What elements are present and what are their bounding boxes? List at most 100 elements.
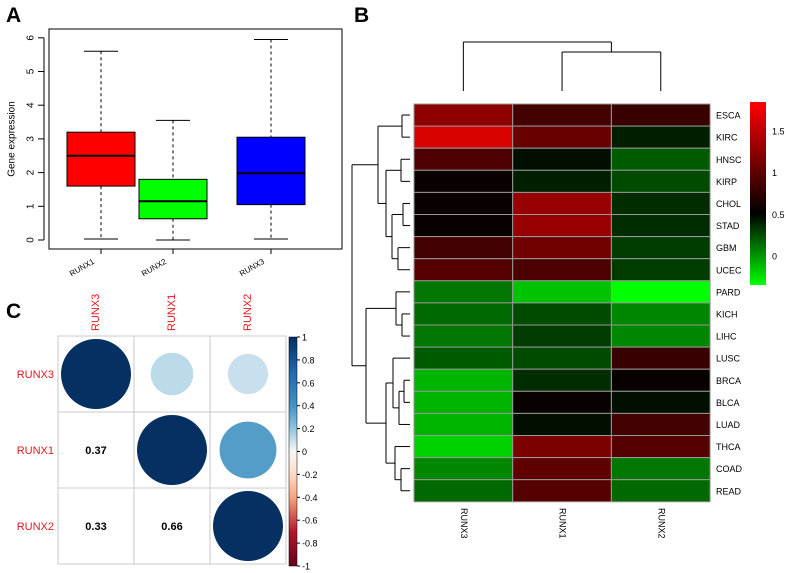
col-label-runx3: RUNX3 (459, 508, 469, 539)
row-label-gbm: GBM (716, 243, 737, 253)
row-label-stad: STAD (716, 221, 740, 231)
cell-kirc-runx1 (512, 125, 612, 149)
corr-colorbar-tick-label: 0 (302, 447, 307, 457)
cell-esca-runx1 (512, 103, 612, 127)
cell-thca-runx2 (610, 435, 711, 459)
panel-a-letter: A (6, 4, 21, 27)
cell-gbm-runx3 (413, 236, 514, 260)
y-axis-label: Gene expression (7, 101, 18, 177)
row-label-coad: COAD (716, 464, 743, 474)
cell-lihc-runx3 (413, 324, 514, 348)
cell-ucec-runx2 (610, 258, 711, 282)
cell-brca-runx3 (413, 368, 514, 392)
corr-cell-runx1-runx3 (57, 411, 135, 489)
row-var-label-runx2: RUNX2 (17, 521, 54, 533)
row-var-label-runx3: RUNX3 (17, 369, 54, 381)
cell-hnsc-runx2 (610, 147, 711, 171)
x-tick-label-runx2: RUNX2 (140, 257, 168, 279)
cell-coad-runx1 (512, 457, 612, 481)
corr-colorbar-tick-label: 0.8 (302, 355, 315, 365)
cell-stad-runx3 (413, 214, 514, 238)
cell-luad-runx3 (413, 412, 514, 436)
row-label-read: READ (716, 486, 742, 496)
cell-blca-runx2 (610, 390, 711, 414)
corr-colorbar-tick-label: -0.8 (302, 539, 318, 549)
corr-circle-runx1-runx1 (137, 415, 207, 485)
cell-stad-runx1 (512, 214, 612, 238)
cell-kirp-runx3 (413, 169, 514, 193)
col-var-label-runx3: RUNX3 (90, 294, 102, 331)
corr-circle-runx1-runx2 (219, 421, 277, 479)
cell-pard-runx2 (610, 280, 711, 304)
panel-c-correlogram: 0.37 0.33 0.66 RUNX3 RUNX3 RUNX1 RUNX1 RUNX2 RUN… (17, 294, 318, 572)
cell-kirp-runx2 (610, 169, 711, 193)
cell-esca-runx2 (610, 103, 711, 127)
row-label-luad: LUAD (716, 420, 741, 430)
cell-pard-runx1 (512, 280, 612, 304)
cell-gbm-runx1 (512, 236, 612, 260)
cell-read-runx2 (610, 479, 711, 503)
x-tick-label-runx3: RUNX3 (238, 257, 266, 279)
heatmap-colorbar (750, 102, 766, 285)
panel-c-letter: C (6, 300, 21, 323)
corr-cell-runx2-runx3 (57, 487, 135, 565)
cell-kich-runx2 (610, 302, 711, 326)
row-label-pard: PARD (716, 287, 741, 297)
cell-luad-runx1 (512, 412, 612, 436)
corr-colorbar-tick-label: 0.2 (302, 424, 315, 434)
y-tick-label: 1 (26, 203, 37, 209)
cell-thca-runx1 (512, 435, 612, 459)
corr-value-runx2-runx1: 0.66 (161, 521, 182, 533)
y-tick-label: 2 (26, 169, 37, 175)
y-tick-label: 5 (26, 68, 37, 74)
col-var-label-runx2: RUNX2 (242, 294, 254, 331)
cell-brca-runx2 (610, 368, 711, 392)
col-label-runx2: RUNX2 (656, 508, 666, 539)
corr-circle-runx3-runx3 (61, 339, 131, 409)
cell-luad-runx2 (610, 412, 711, 436)
heatmap-colorbar-tick: 1.5 (772, 127, 785, 137)
corr-colorbar-tick-label: -0.2 (302, 470, 318, 480)
corr-colorbar-tick-label: 1 (302, 333, 307, 343)
corr-cell-runx2-runx1 (133, 487, 211, 565)
row-label-lihc: LIHC (716, 332, 737, 342)
cell-hnsc-runx1 (512, 147, 612, 171)
row-label-kich: KICH (716, 309, 738, 319)
cell-read-runx1 (512, 479, 612, 503)
cell-lusc-runx2 (610, 346, 711, 370)
row-label-brca: BRCA (716, 376, 741, 386)
cell-chol-runx2 (610, 191, 711, 215)
corr-circle-runx3-runx1 (150, 352, 194, 396)
y-tick-label: 0 (26, 237, 37, 243)
cell-ucec-runx1 (512, 258, 612, 282)
cell-coad-runx2 (610, 457, 711, 481)
cell-thca-runx3 (413, 435, 514, 459)
corr-colorbar-tick-label: -0.4 (302, 493, 318, 503)
cell-chol-runx3 (413, 191, 514, 215)
cell-esca-runx3 (413, 103, 514, 127)
cell-chol-runx1 (512, 191, 612, 215)
row-var-label-runx1: RUNX1 (17, 445, 54, 457)
cell-kich-runx1 (512, 302, 612, 326)
corr-colorbar-tick-label: 0.4 (302, 401, 315, 411)
cell-kich-runx3 (413, 302, 514, 326)
cell-hnsc-runx3 (413, 147, 514, 171)
row-label-kirp: KIRP (716, 177, 737, 187)
plot-frame (48, 28, 343, 250)
col-label-runx1: RUNX1 (558, 508, 568, 539)
corr-colorbar-tick-label: 0.6 (302, 378, 315, 388)
cell-brca-runx1 (512, 368, 612, 392)
col-var-label-runx1: RUNX1 (166, 294, 178, 331)
corr-circle-runx3-runx2 (227, 353, 269, 395)
cell-lusc-runx1 (512, 346, 612, 370)
row-label-esca: ESCA (716, 111, 741, 121)
box-runx2 (138, 178, 208, 220)
cell-lusc-runx3 (413, 346, 514, 370)
heatmap-colorbar-tick: 0.5 (772, 210, 785, 220)
cell-kirc-runx2 (610, 125, 711, 149)
cell-gbm-runx2 (610, 236, 711, 260)
corr-colorbar-tick-label: -1 (302, 562, 310, 572)
corr-colorbar (288, 336, 298, 567)
cell-stad-runx2 (610, 214, 711, 238)
